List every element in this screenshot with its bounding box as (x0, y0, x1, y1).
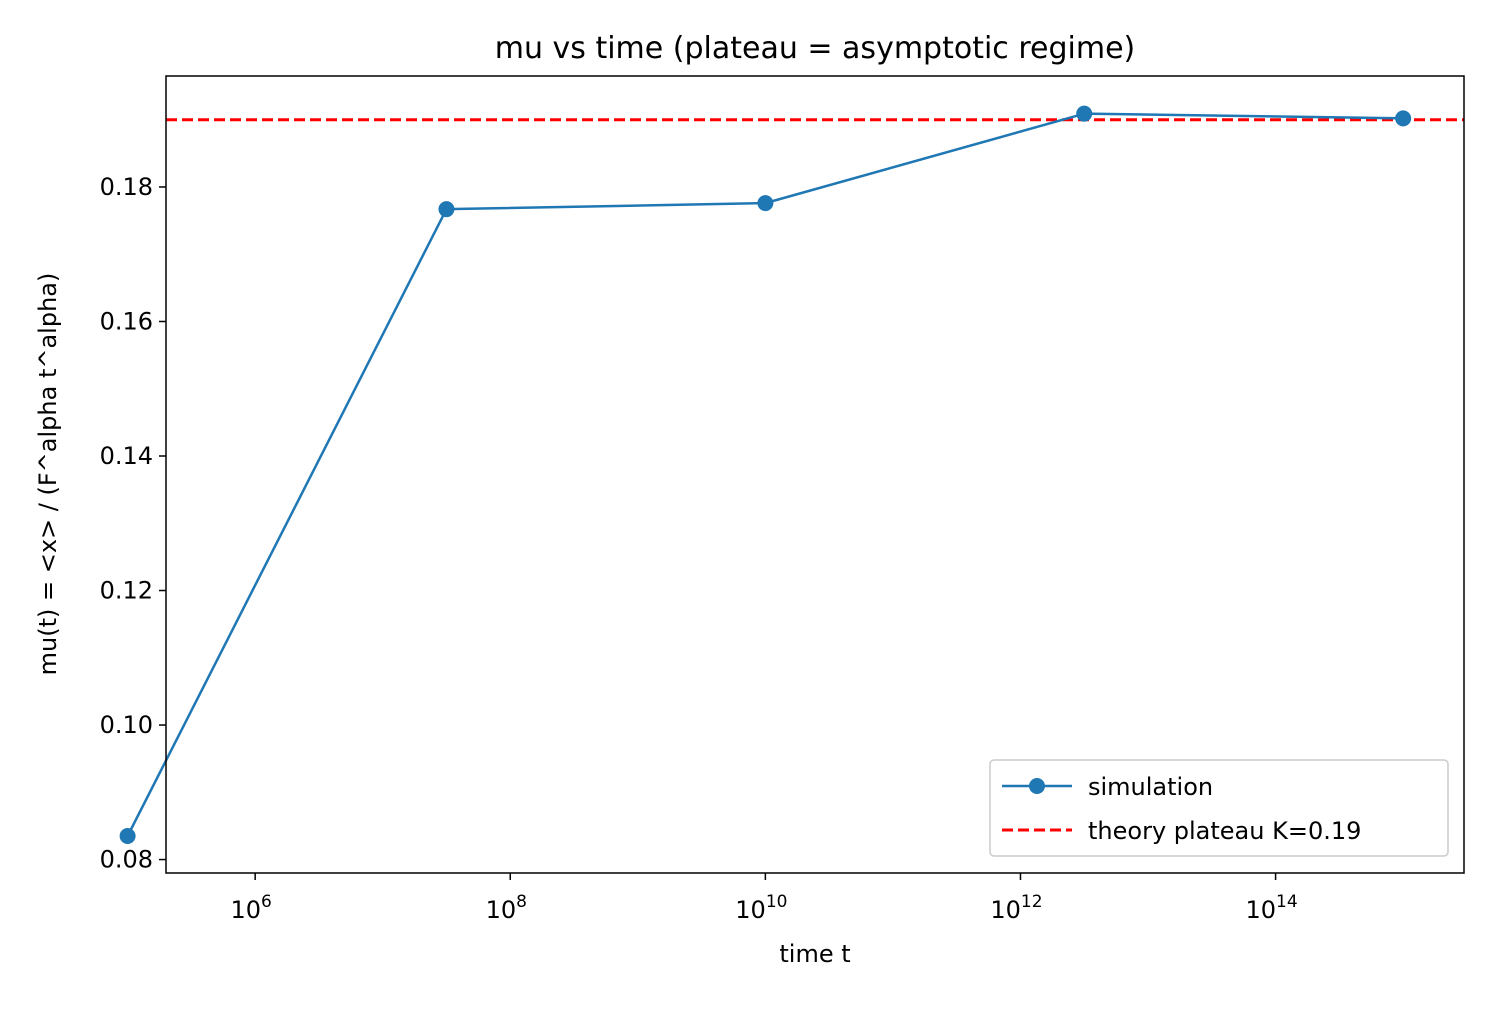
legend: simulation theory plateau K=0.19 (989, 759, 1449, 857)
y-tick-label-2: 0.12 (100, 577, 153, 605)
legend-reference-label: theory plateau K=0.19 (1088, 817, 1361, 845)
legend-series-marker (1029, 778, 1045, 794)
x-tick-label-1: 108 (486, 892, 527, 924)
series-layer (119, 105, 1412, 845)
x-tick-label-2: 1010 (735, 892, 787, 924)
x-tick-label-3: 1012 (990, 892, 1042, 924)
series-line-0 (126, 112, 1404, 837)
y-tick-label-4: 0.16 (100, 307, 153, 335)
chart-title: mu vs time (plateau = asymptotic regime) (495, 31, 1135, 66)
data-point-1 (438, 201, 455, 218)
y-tick-label-3: 0.14 (100, 442, 153, 470)
x-tick-label-0: 106 (230, 892, 271, 924)
y-tick-label-5: 0.18 (100, 173, 153, 201)
data-point-0 (119, 828, 136, 845)
plot-frame (165, 75, 1465, 874)
y-tick-label-1: 0.10 (100, 711, 153, 739)
y-axis-label: mu(t) = <x> / (F^alpha t^alpha) (34, 273, 62, 676)
data-point-2 (757, 195, 774, 212)
x-axis-label: time t (779, 940, 850, 968)
x-tick-label-4: 1014 (1245, 892, 1297, 924)
x-axis-ticks: 106 108 1010 1012 1014 (230, 873, 1298, 924)
y-tick-label-0: 0.08 (100, 846, 153, 874)
legend-series-label: simulation (1088, 773, 1213, 801)
data-point-4 (1395, 110, 1412, 127)
data-point-3 (1076, 105, 1093, 122)
legend-box (989, 759, 1449, 857)
y-axis-ticks: 0.08 0.10 0.12 0.14 0.16 0.18 (100, 173, 166, 874)
